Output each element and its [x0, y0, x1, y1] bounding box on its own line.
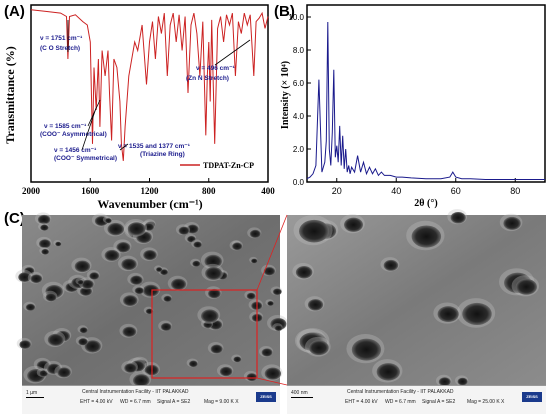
ftir-annotation-pointer — [81, 107, 97, 151]
panel-label-b: (B) — [274, 3, 295, 20]
ftir-xlabel: Wavenumber (cm⁻¹) — [97, 197, 202, 211]
xrd-y-tick-label: 0.0 — [293, 178, 305, 187]
sem-left-facility: Central Instrumentation Facility - IIT P… — [82, 389, 189, 395]
sem-right-scalebar — [291, 397, 313, 398]
xrd-y-tick-label: 6.0 — [293, 79, 305, 88]
ftir-annotation: (Zn N Stretch) — [186, 75, 229, 82]
sem-right-zeiss-logo: ZEISS — [522, 392, 542, 402]
xrd-x-tick-label: 80 — [510, 186, 520, 196]
ftir-x-tick-label: 1200 — [141, 186, 160, 196]
xrd-y-tick-label: 10.0 — [288, 13, 304, 22]
ftir-legend-label: TDPAT-Zn-CP — [203, 161, 254, 170]
ftir-annotation: ν = 1535 and 1377 cm⁻¹ — [118, 143, 190, 150]
ftir-annotation-pointer — [214, 39, 251, 66]
ftir-annotation: (COO⁻ Symmetrical) — [54, 155, 117, 162]
sem-left-mag: Mag = 9.00 K X — [204, 399, 239, 405]
ftir-x-tick-label: 2000 — [22, 186, 41, 196]
panel-label-a: (A) — [4, 3, 25, 20]
ftir-annotation: ν = 496 cm⁻¹ — [196, 65, 235, 72]
ftir-annotation: (COO⁻ Asymmetrical) — [40, 131, 107, 138]
sem-left-scale: 1 µm — [26, 390, 38, 396]
sem-left-signal: Signal A = SE2 — [157, 399, 191, 405]
xrd-y-tick-label: 2.0 — [293, 145, 305, 154]
sem-right-image — [287, 209, 546, 387]
ftir-annotation: (Triazine Ring) — [140, 151, 185, 158]
sem-right-facility: Central Instrumentation Facility - IIT P… — [347, 389, 454, 395]
ftir-annotation-pointer — [119, 143, 129, 151]
xrd-x-tick-label: 40 — [391, 186, 401, 196]
sem-right-wd: WD = 6.7 mm — [385, 399, 416, 405]
ftir-chart: 2000 1600 1200 800 400 ν = 1751 cm⁻¹ (C O Str… — [3, 4, 275, 211]
sem-left-footer: 1 µm Central Instrumentation Facility - … — [22, 385, 280, 414]
ftir-ylabel: Transmittance (%) — [3, 46, 17, 143]
xrd-y-tick-label: 8.0 — [293, 46, 305, 55]
sem-right-scale: 400 nm — [291, 390, 308, 396]
sem-left-zeiss-logo: ZEISS — [256, 392, 276, 402]
ftir-annotation: ν = 1585 cm⁻¹ — [44, 123, 86, 130]
xrd-ylabel: Intensity (× 10⁴) — [280, 61, 291, 129]
ftir-x-tick-label: 400 — [261, 186, 275, 196]
ftir-annotation: ν = 1456 cm⁻¹ — [54, 147, 96, 154]
sem-right-signal: Signal A = SE2 — [422, 399, 456, 405]
xrd-plot-frame — [306, 4, 546, 183]
ftir-series-line — [30, 9, 269, 161]
ftir-annotation: (C O Stretch) — [40, 45, 80, 52]
sem-zoom-region — [151, 289, 258, 379]
ftir-x-tick-label: 1600 — [81, 186, 100, 196]
panel-label-c: (C) — [4, 210, 25, 227]
sem-right-footer: 400 nm Central Instrumentation Facility … — [287, 385, 546, 414]
sem-left-wd: WD = 6.7 mm — [120, 399, 151, 405]
sem-left-eht: EHT = 4.00 kV — [80, 399, 113, 405]
xrd-x-tick-label: 60 — [451, 186, 461, 196]
xrd-series-line — [306, 21, 545, 180]
sem-left-image — [15, 212, 288, 388]
ftir-annotation: ν = 1751 cm⁻¹ — [40, 35, 82, 42]
xrd-chart: 20 40 60 80 0.0 2.0 4.0 6.0 8.0 10.0 Intensity (×… — [280, 4, 546, 209]
xrd-xlabel: 2θ (°) — [414, 198, 437, 209]
xrd-x-tick-label: 20 — [332, 186, 342, 196]
sem-left-scalebar — [26, 397, 44, 398]
sem-right-mag: Mag = 25.00 K X — [467, 399, 505, 405]
xrd-y-tick-label: 4.0 — [293, 112, 305, 121]
sem-right-eht: EHT = 4.00 kV — [345, 399, 378, 405]
ftir-x-tick-label: 800 — [202, 186, 216, 196]
